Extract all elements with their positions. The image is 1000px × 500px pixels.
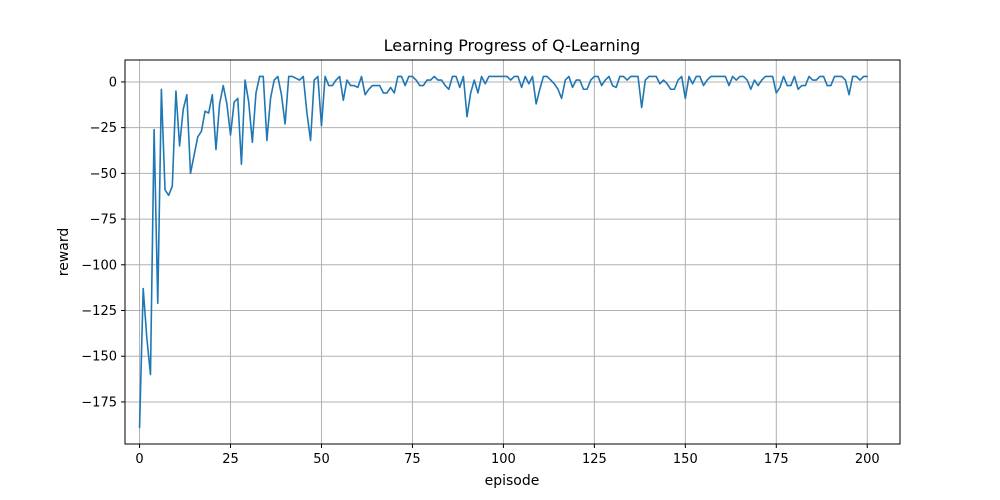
- x-tick-label: 100: [491, 452, 516, 467]
- plot-area: [125, 60, 900, 444]
- y-tick-label: −75: [90, 213, 117, 228]
- y-tick-label: −125: [81, 304, 117, 319]
- x-tick-label: 0: [135, 452, 143, 467]
- x-tick-label: 50: [313, 452, 330, 467]
- x-tick-label: 175: [764, 452, 789, 467]
- y-tick-label: 0: [109, 75, 117, 90]
- x-tick-label: 200: [855, 452, 880, 467]
- y-tick-label: −25: [90, 121, 117, 136]
- y-tick-label: −100: [81, 258, 117, 273]
- y-tick-label: −50: [90, 167, 117, 182]
- y-tick-label: −150: [81, 350, 117, 365]
- x-tick-label: 75: [404, 452, 421, 467]
- y-axis-title: reward: [56, 228, 72, 277]
- x-tick-label: 25: [222, 452, 239, 467]
- axis-ticks: 0 25 50 75 100 125 150 175 200 0 −25 −50 −75 −100 −125…: [81, 75, 879, 467]
- reward-series-line: [138, 75, 869, 429]
- plot-frame: [124, 59, 901, 445]
- chart-title: Learning Progress of Q-Learning: [384, 36, 641, 55]
- x-axis-title: episode: [485, 473, 540, 489]
- series-layer: [138, 75, 869, 429]
- x-tick-label: 150: [673, 452, 698, 467]
- y-tick-label: −175: [81, 395, 117, 410]
- x-tick-label: 125: [582, 452, 607, 467]
